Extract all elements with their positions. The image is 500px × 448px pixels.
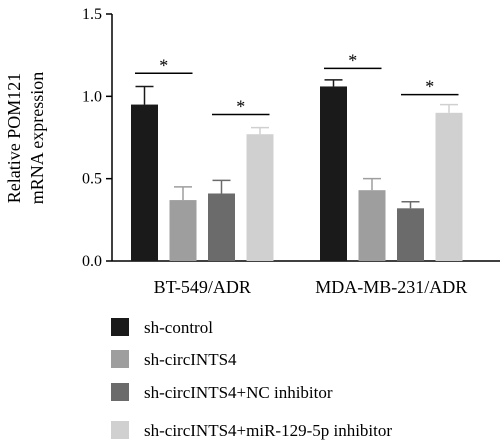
legend-label: sh-circINTS4+miR-129-5p inhibitor [144, 421, 392, 440]
significance-marker: * [159, 55, 168, 75]
significance-marker: * [236, 96, 245, 116]
legend-label: sh-control [144, 318, 213, 337]
legend-label: sh-circINTS4+NC inhibitor [144, 383, 333, 402]
legend-label: sh-circINTS4 [144, 350, 237, 369]
y-axis-label: Relative POM121 [4, 73, 24, 204]
significance-marker: * [425, 77, 434, 97]
x-tick-label: BT-549/ADR [154, 277, 251, 297]
bar [208, 193, 235, 261]
legend-swatch [111, 350, 129, 368]
plot-area: 0.0 0.5 1.0 1.5 Relative POM121 mRNA expressi… [4, 6, 500, 297]
legend: sh-control sh-circINTS4 sh-circINTS4+NC in… [111, 318, 392, 440]
legend-swatch [111, 318, 129, 336]
x-tick-label: MDA-MB-231/ADR [315, 277, 467, 297]
bar [358, 190, 386, 261]
significance-marker: * [348, 50, 357, 70]
y-tick-label: 0.5 [82, 171, 102, 188]
bar [131, 104, 158, 261]
bar [169, 200, 197, 261]
y-tick-label: 0.0 [82, 253, 102, 270]
legend-swatch [111, 383, 129, 401]
bar [246, 134, 274, 261]
bar [320, 86, 347, 261]
y-tick-label: 1.0 [82, 88, 102, 105]
bar [397, 208, 424, 261]
legend-swatch [111, 421, 129, 439]
y-tick-label: 1.5 [82, 6, 102, 23]
bar [435, 112, 463, 261]
y-axis-label-line2: mRNA expression [27, 72, 47, 205]
